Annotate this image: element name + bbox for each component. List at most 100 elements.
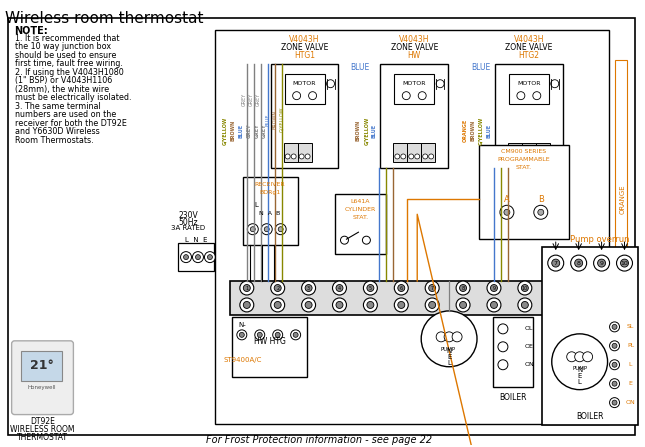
Text: MOTOR: MOTOR: [293, 81, 316, 86]
FancyBboxPatch shape: [12, 341, 74, 414]
Text: Wireless room thermostat: Wireless room thermostat: [5, 11, 203, 26]
Circle shape: [523, 154, 528, 159]
Text: DT92E: DT92E: [30, 417, 55, 426]
Text: 9: 9: [600, 261, 604, 266]
Circle shape: [302, 298, 315, 312]
Circle shape: [367, 285, 374, 291]
Circle shape: [610, 322, 620, 332]
Circle shape: [237, 330, 247, 340]
Circle shape: [425, 281, 439, 295]
Circle shape: [620, 259, 628, 267]
Text: 8: 8: [577, 261, 580, 266]
Circle shape: [195, 255, 201, 260]
Circle shape: [243, 301, 250, 308]
Bar: [615, 60, 626, 369]
Circle shape: [429, 285, 435, 291]
Bar: [215, 30, 609, 424]
Circle shape: [612, 381, 617, 386]
Text: PL: PL: [627, 343, 634, 348]
Circle shape: [548, 255, 564, 271]
Text: N  A  B: N A B: [259, 211, 281, 216]
Bar: [232, 317, 306, 377]
Circle shape: [612, 400, 617, 405]
Bar: [297, 143, 312, 162]
Circle shape: [436, 332, 446, 342]
Circle shape: [184, 255, 188, 260]
Text: ORANGE: ORANGE: [619, 185, 626, 214]
Text: ZONE VALVE: ZONE VALVE: [390, 43, 438, 52]
Circle shape: [363, 298, 377, 312]
Circle shape: [274, 285, 281, 291]
Text: 2. If using the V4043H1080: 2. If using the V4043H1080: [15, 68, 123, 77]
Circle shape: [551, 334, 608, 390]
Circle shape: [460, 285, 466, 291]
Circle shape: [498, 342, 508, 352]
Text: BLUE: BLUE: [471, 63, 491, 72]
Circle shape: [436, 80, 444, 88]
Text: SL: SL: [627, 325, 634, 329]
Circle shape: [429, 301, 435, 308]
Circle shape: [500, 205, 514, 219]
Text: BOILER: BOILER: [499, 392, 526, 402]
Circle shape: [401, 154, 406, 159]
Text: A: A: [504, 195, 510, 204]
Text: 4: 4: [338, 286, 341, 291]
Circle shape: [255, 330, 264, 340]
Text: E: E: [577, 373, 582, 379]
Text: BROWN: BROWN: [272, 110, 277, 129]
Circle shape: [582, 352, 593, 362]
Circle shape: [551, 259, 560, 267]
Bar: [542, 247, 639, 425]
Circle shape: [333, 298, 346, 312]
Text: L  N  E: L N E: [184, 237, 207, 243]
Text: must be electrically isolated.: must be electrically isolated.: [15, 93, 131, 102]
Circle shape: [367, 301, 374, 308]
Text: RECEIVER: RECEIVER: [254, 182, 285, 187]
Text: BDRg1: BDRg1: [259, 190, 281, 195]
Text: receiver for both the DT92E: receiver for both the DT92E: [15, 118, 126, 127]
Text: 21°: 21°: [30, 359, 54, 372]
Text: HW HTG: HW HTG: [253, 337, 286, 346]
Circle shape: [456, 281, 470, 295]
Circle shape: [285, 154, 290, 159]
Text: GREY: GREY: [263, 123, 267, 138]
Text: BLUE: BLUE: [350, 63, 369, 72]
Text: 9: 9: [492, 286, 495, 291]
Circle shape: [293, 333, 298, 337]
Circle shape: [517, 92, 525, 100]
Circle shape: [575, 352, 584, 362]
Text: V4043H: V4043H: [290, 35, 320, 44]
Circle shape: [610, 360, 620, 370]
Circle shape: [336, 285, 343, 291]
Circle shape: [538, 209, 544, 215]
Text: L: L: [629, 362, 632, 367]
Circle shape: [456, 298, 470, 312]
Bar: [407, 143, 421, 162]
Circle shape: [521, 301, 528, 308]
Circle shape: [460, 301, 466, 308]
Text: ON: ON: [525, 362, 535, 367]
Circle shape: [530, 154, 534, 159]
Bar: [21, 351, 63, 381]
Circle shape: [261, 224, 272, 235]
Circle shape: [271, 298, 284, 312]
Text: should be used to ensure: should be used to ensure: [15, 51, 116, 60]
Circle shape: [240, 281, 253, 295]
Circle shape: [250, 227, 255, 232]
Circle shape: [567, 352, 577, 362]
Circle shape: [308, 92, 317, 100]
Text: BLUE: BLUE: [372, 123, 377, 138]
Circle shape: [518, 281, 532, 295]
Circle shape: [192, 252, 203, 262]
Text: STAT.: STAT.: [352, 215, 368, 220]
Text: GREY: GREY: [248, 93, 253, 106]
Text: E: E: [447, 354, 451, 360]
Text: ST9400A/C: ST9400A/C: [224, 357, 263, 363]
Bar: [335, 194, 386, 254]
Text: N: N: [446, 348, 452, 354]
Circle shape: [487, 298, 501, 312]
Bar: [421, 143, 435, 162]
Circle shape: [291, 154, 296, 159]
Circle shape: [293, 92, 301, 100]
Circle shape: [418, 92, 426, 100]
